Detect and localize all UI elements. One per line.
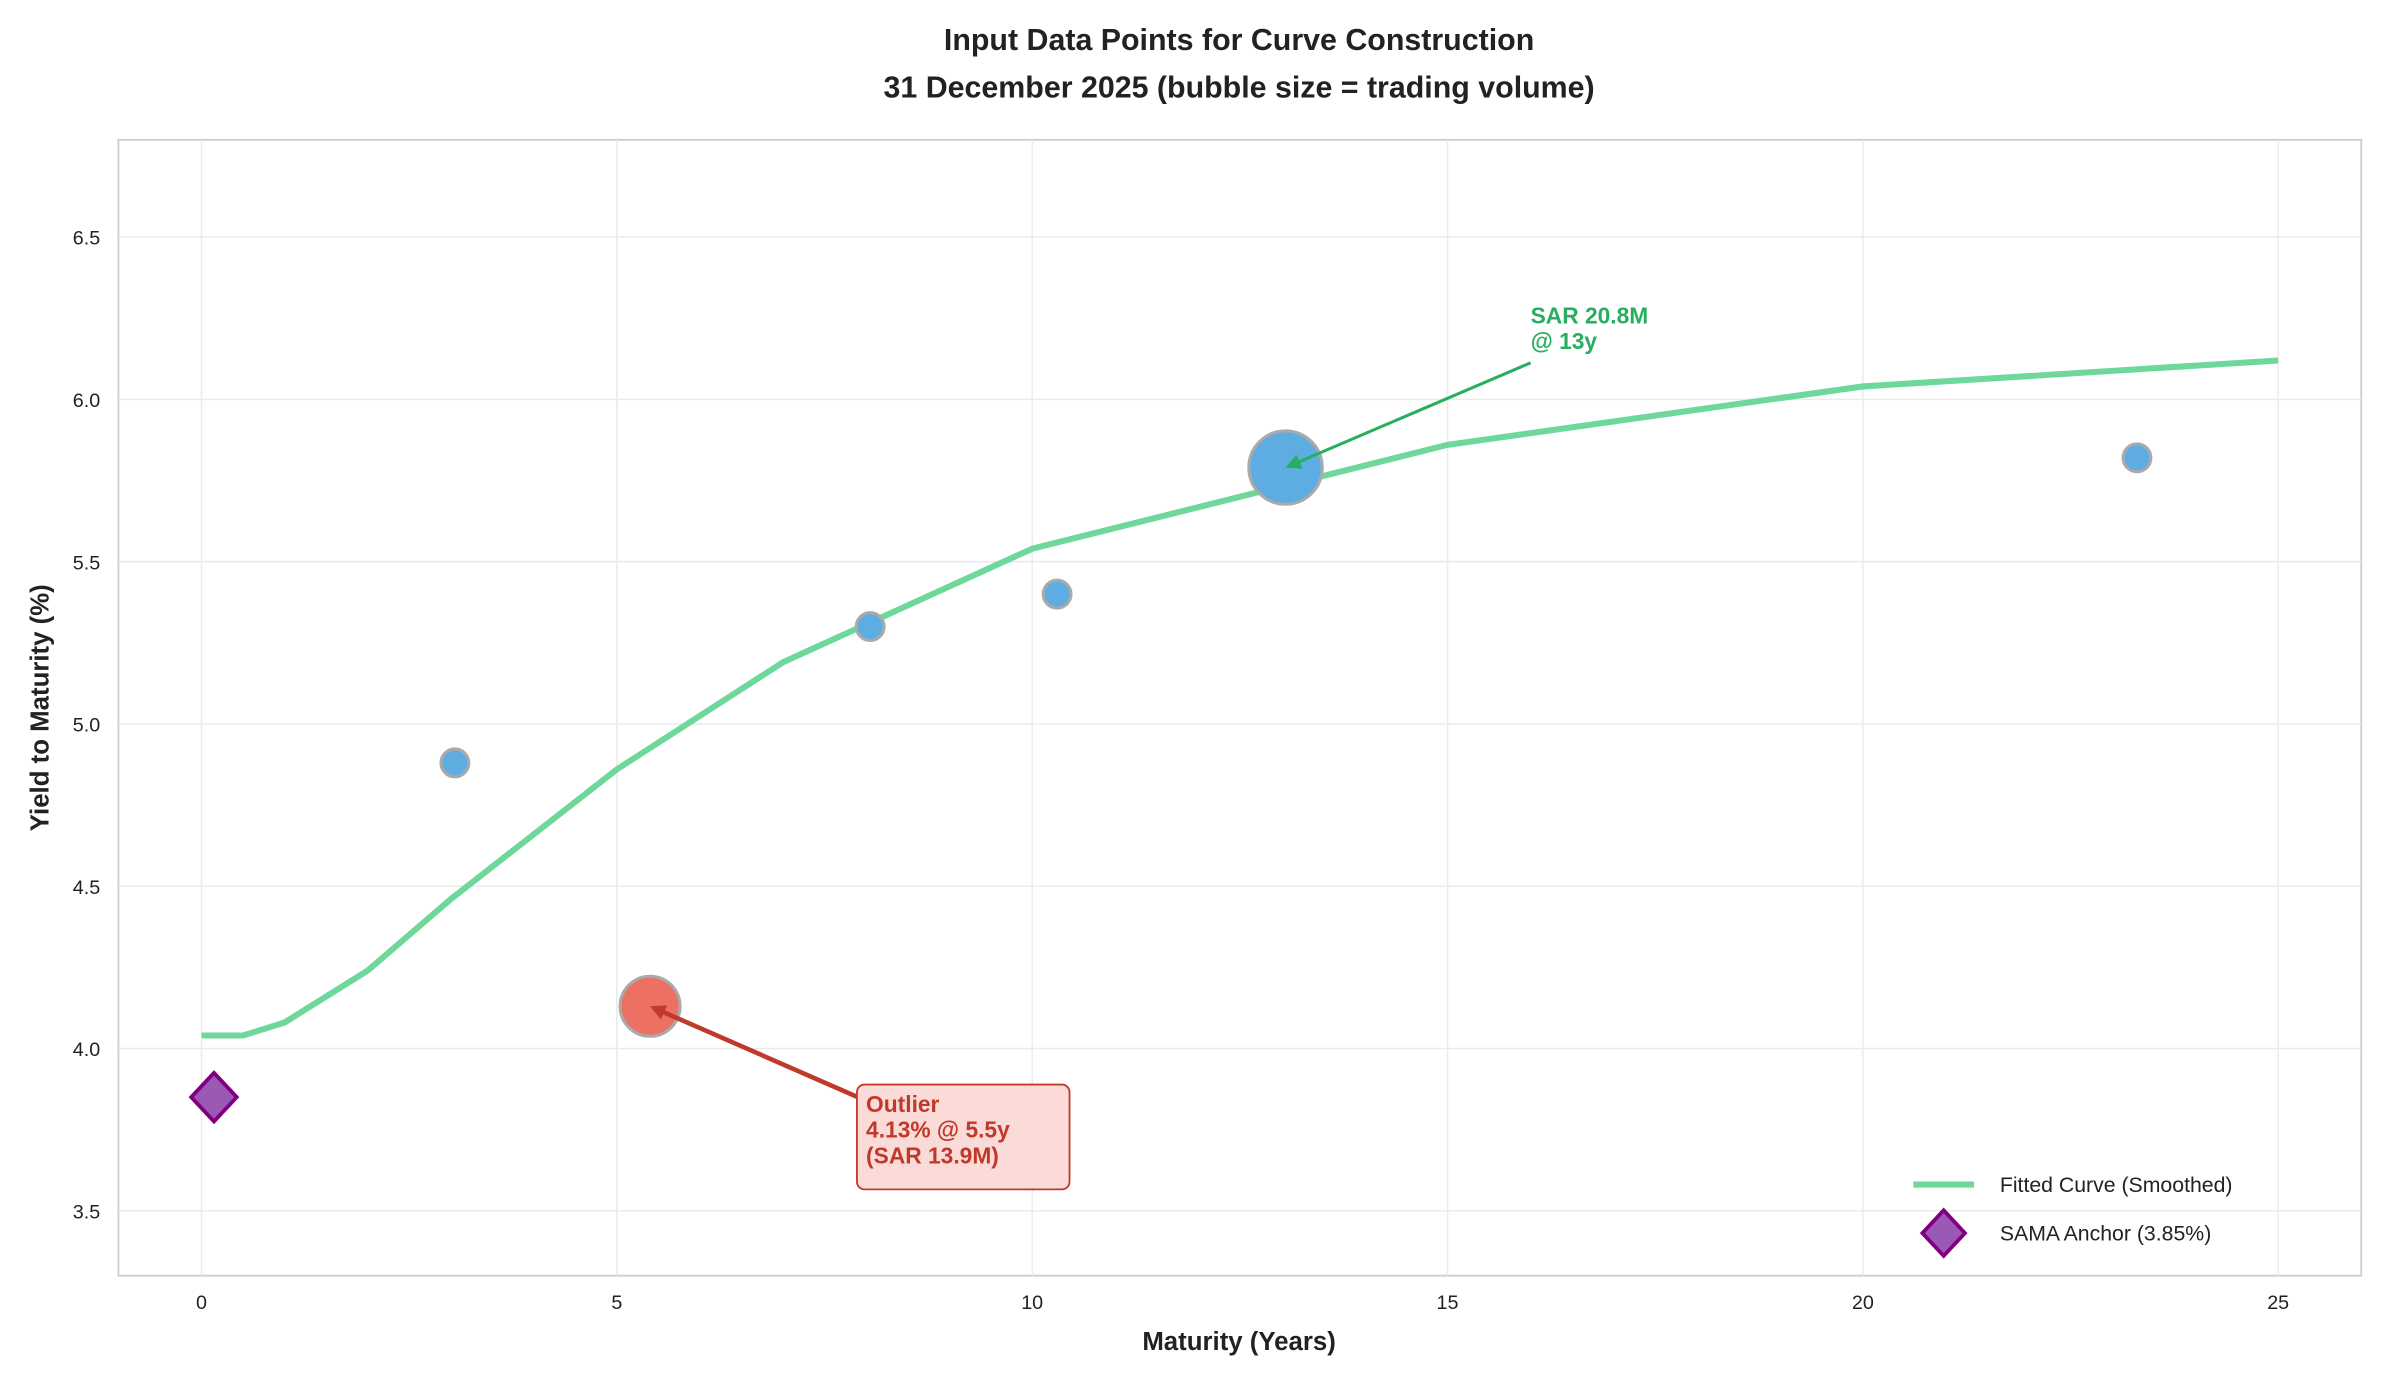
- annotation-text: SAR 20.8M: [1531, 302, 1649, 328]
- y-tick-label: 6.5: [73, 228, 100, 250]
- x-tick-label: 20: [1852, 1292, 1874, 1314]
- x-tick-label: 15: [1437, 1292, 1459, 1314]
- y-axis-label: Yield to Maturity (%): [27, 584, 55, 831]
- y-tick-label: 5.5: [73, 552, 100, 574]
- chart-title: Input Data Points for Curve Construction: [944, 24, 1534, 57]
- annotation-arrow: [1293, 361, 1532, 466]
- y-ticks: 3.5 4.0 4.5 5.0 5.5 6.0 6.5: [73, 228, 100, 1224]
- y-tick-label: 4.5: [73, 877, 100, 899]
- sama-anchor-marker: [188, 1070, 240, 1125]
- x-tick-label: 25: [2267, 1292, 2289, 1314]
- legend-label-curve: Fitted Curve (Smoothed): [2000, 1173, 2233, 1197]
- annotation-text: (SAR 13.9M): [866, 1143, 999, 1169]
- annotation-arrow: [657, 1007, 858, 1099]
- annotation-text: 4.13% @ 5.5y: [866, 1117, 1010, 1143]
- annotation-text: @ 13y: [1531, 328, 1598, 354]
- arrowhead-icon: [650, 1005, 668, 1020]
- legend-label-anchor: SAMA Anchor (3.85%): [2000, 1222, 2211, 1246]
- legend: Fitted Curve (Smoothed) SAMA Anchor (3.8…: [1913, 1173, 2233, 1259]
- legend-diamond-icon: [1919, 1207, 1968, 1259]
- x-ticks: 0 5 10 15 20 25: [196, 1292, 2289, 1314]
- x-tick-label: 5: [611, 1292, 622, 1314]
- annotation-box: [856, 1083, 1071, 1191]
- y-tick-label: 4.0: [73, 1039, 100, 1061]
- x-tick-label: 0: [196, 1292, 207, 1314]
- y-tick-label: 6.0: [73, 390, 100, 412]
- bond-bubble: [1041, 578, 1073, 610]
- x-axis-label: Maturity (Years): [1142, 1328, 1336, 1356]
- annotation-text: Outlier: [866, 1091, 940, 1117]
- y-tick-label: 5.0: [73, 715, 100, 737]
- y-tick-label: 3.5: [73, 1201, 100, 1223]
- bond-bubble: [854, 611, 886, 643]
- fitted-curve-line: [201, 357, 2279, 1039]
- x-tick-label: 10: [1021, 1292, 1043, 1314]
- bond-bubble: [2121, 442, 2153, 474]
- bond-bubble: [439, 747, 471, 779]
- arrowhead-icon: [1285, 454, 1303, 469]
- plot-area: [117, 138, 2363, 1277]
- chart-subtitle: 31 December 2025 (bubble size = trading …: [884, 71, 1595, 104]
- grid: [118, 139, 2362, 1276]
